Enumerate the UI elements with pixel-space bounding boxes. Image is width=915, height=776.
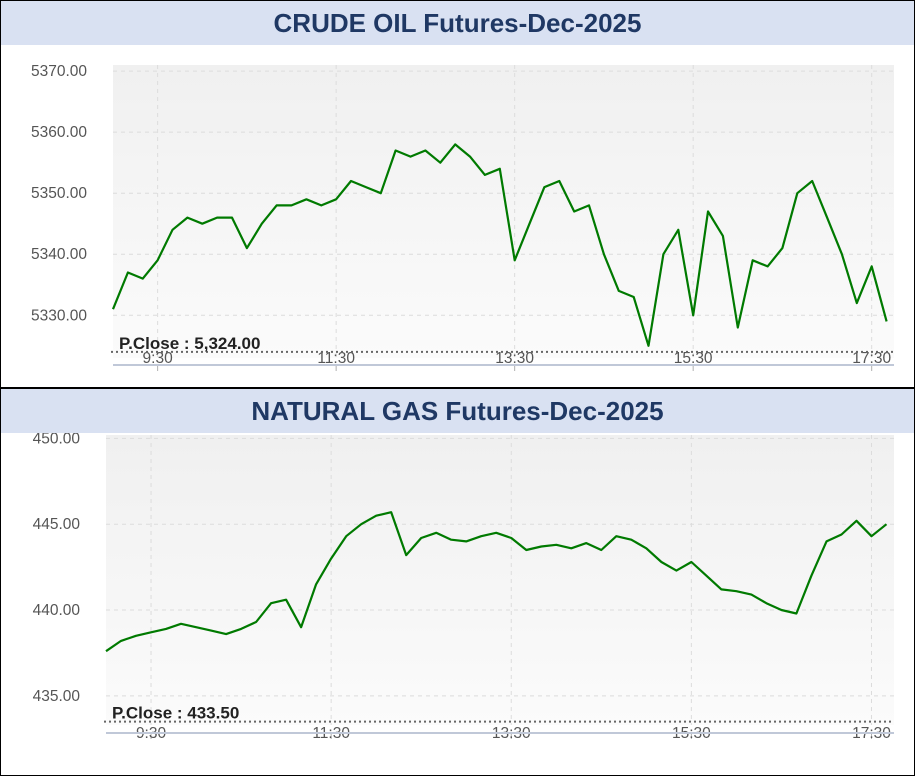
crude-oil-panel: CRUDE OIL Futures-Dec-2025 5370.00 5360.0… bbox=[1, 1, 914, 387]
price-series-line bbox=[105, 511, 888, 653]
natural-gas-title-bar: NATURAL GAS Futures-Dec-2025 bbox=[1, 387, 914, 433]
crude-oil-title-bar: CRUDE OIL Futures-Dec-2025 bbox=[1, 1, 914, 45]
y-tick-label: 440.00 bbox=[33, 602, 81, 619]
y-tick-label: 450.00 bbox=[33, 433, 81, 447]
x-tick-label: 13:30 bbox=[495, 350, 534, 367]
chart-title: NATURAL GAS Futures-Dec-2025 bbox=[251, 395, 664, 426]
price-series-line bbox=[111, 143, 888, 347]
y-tick-label: 435.00 bbox=[33, 688, 81, 705]
y-tick-label: 5360.00 bbox=[31, 124, 87, 141]
x-tick-label: 11:30 bbox=[317, 350, 355, 367]
y-tick-label: 5330.00 bbox=[31, 307, 87, 324]
x-tick-label: 17:30 bbox=[852, 350, 891, 367]
previous-close-label: P.Close : 5,324.00 bbox=[119, 334, 260, 353]
y-tick-label: 5350.00 bbox=[31, 185, 87, 202]
chart-title: CRUDE OIL Futures-Dec-2025 bbox=[273, 7, 642, 38]
y-tick-label: 5370.00 bbox=[31, 63, 87, 80]
crude-oil-line-chart: 5370.00 5360.00 5350.00 5340.00 5330.00 9:30 1… bbox=[31, 63, 894, 371]
plot-area bbox=[113, 65, 894, 358]
y-tick-label: 445.00 bbox=[33, 516, 81, 533]
previous-close-label: P.Close : 433.50 bbox=[112, 704, 239, 723]
natural-gas-panel: NATURAL GAS Futures-Dec-2025 450.00 445.0… bbox=[1, 387, 914, 775]
x-tick-label: 15:30 bbox=[674, 350, 713, 367]
plot-area bbox=[106, 435, 894, 725]
y-tick-label: 5340.00 bbox=[31, 246, 87, 263]
x-tick-label: 9:30 bbox=[143, 350, 174, 367]
